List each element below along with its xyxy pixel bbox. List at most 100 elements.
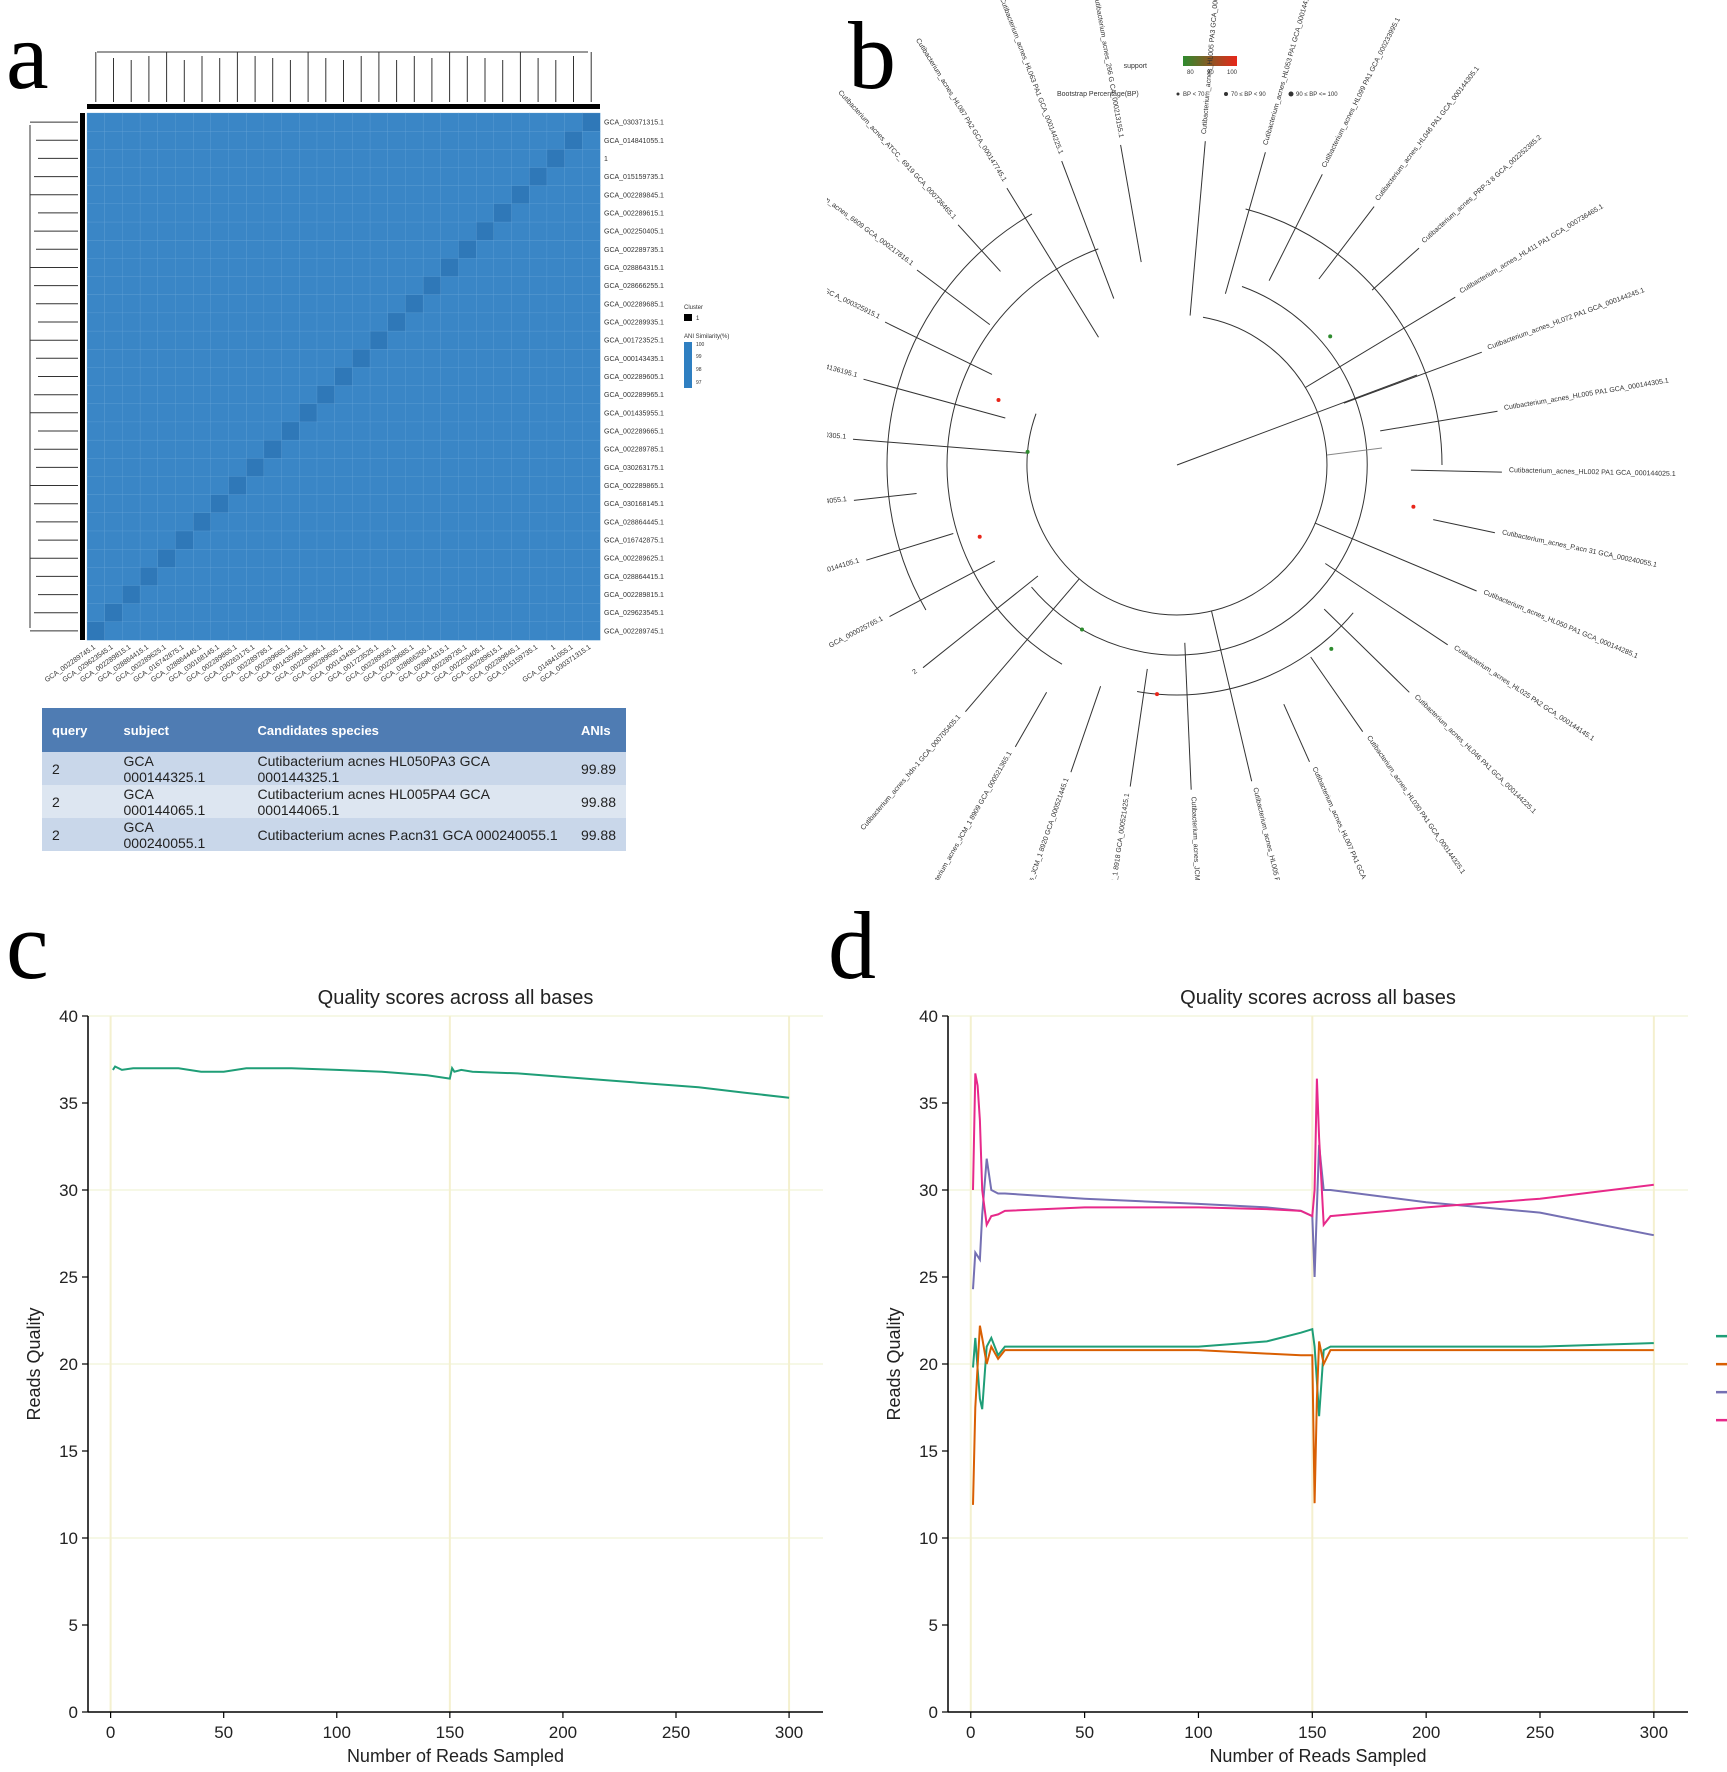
heatmap-cell — [352, 240, 371, 259]
heatmap-cell — [246, 149, 265, 168]
tree-branch — [1070, 686, 1102, 773]
heatmap-cell — [387, 367, 406, 386]
heatmap-cell — [157, 621, 176, 641]
heatmap-cell — [511, 385, 530, 405]
heatmap-cell — [546, 494, 565, 514]
heatmap-cell — [281, 585, 300, 604]
heatmap-cell — [511, 349, 530, 368]
y-tick-label: 5 — [929, 1616, 938, 1635]
heatmap-cell — [369, 403, 389, 423]
heatmap-cell — [369, 276, 389, 296]
heatmap-cell — [122, 385, 141, 405]
heatmap-cell — [192, 548, 212, 568]
heatmap-cell — [299, 349, 318, 368]
heatmap-cell — [192, 240, 212, 259]
heatmap-cell — [334, 221, 353, 241]
heatmap-cell — [157, 494, 176, 514]
heatmap-cell — [122, 203, 141, 223]
heatmap-cell — [440, 221, 459, 241]
heatmap-cell — [104, 112, 123, 132]
heatmap-cell — [458, 603, 477, 623]
heatmap-cell — [440, 421, 459, 441]
heatmap-cell — [582, 312, 601, 332]
heatmap-cell — [422, 603, 442, 623]
heatmap-cell — [210, 494, 229, 514]
heatmap-cell — [369, 512, 389, 532]
heatmap-cell — [316, 439, 336, 459]
support-node — [1328, 334, 1333, 339]
heatmap-cell — [334, 276, 353, 296]
heatmap-cell — [440, 548, 459, 568]
support-tick-100: 100 — [1227, 70, 1238, 76]
row-label: GCA_002250405.1 — [604, 229, 664, 236]
heatmap-cell — [582, 494, 601, 514]
tree-leaf-label: Cutibacterium_acnes_P.acn 31 GCA_0002400… — [1501, 529, 1657, 569]
heatmap-cell — [476, 294, 495, 314]
heatmap-cell — [387, 330, 406, 350]
similarity-legend-bar — [684, 342, 692, 388]
heatmap-cell — [405, 221, 424, 241]
table-row: 2 GCA 000240055.1 Cutibacterium acnes P.… — [42, 818, 626, 851]
heatmap-cell — [86, 276, 106, 296]
heatmap-cell — [228, 312, 247, 332]
heatmap-cell — [440, 185, 459, 205]
heatmap-cell — [546, 530, 565, 550]
heatmap-cell — [564, 112, 583, 132]
heatmap-cell — [157, 458, 176, 477]
tree-branch — [863, 378, 1006, 419]
heatmap-cell — [352, 548, 371, 568]
heatmap-cell — [334, 294, 353, 314]
heatmap-cell — [281, 476, 300, 495]
heatmap-cell — [564, 240, 583, 259]
heatmap-cell — [352, 112, 371, 132]
heatmap-cell — [263, 567, 282, 586]
column-dendrogram — [95, 51, 592, 102]
heatmap-cell — [263, 167, 282, 187]
heatmap-cell — [493, 439, 512, 459]
heatmap-cell — [440, 276, 459, 296]
x-tick-label: 50 — [214, 1723, 233, 1742]
heatmap-cell — [139, 494, 159, 514]
heatmap-cell — [546, 476, 565, 495]
heatmap-cell — [228, 185, 247, 205]
heatmap-cell — [369, 330, 389, 350]
panel-letter-c: c — [6, 892, 49, 999]
heatmap-cell — [104, 476, 123, 495]
heatmap-cell — [334, 385, 353, 405]
heatmap-cell — [546, 131, 565, 150]
heatmap-cell — [86, 112, 106, 132]
tree-leaf-label: Cutibacterium_acnes_HL005 PA4 GCA_000144… — [1251, 787, 1296, 880]
y-tick-label: 30 — [59, 1181, 78, 1200]
tree-leaf-label: Cutibacterium_acnes_HL072 PA1 GCA_000144… — [1487, 287, 1646, 351]
heatmap-cell — [511, 167, 530, 187]
heatmap-cell — [564, 349, 583, 368]
tree-branch — [1184, 642, 1192, 790]
series-line-A — [972, 1327, 1654, 1417]
support-node — [1080, 627, 1084, 632]
heatmap-cell — [86, 403, 106, 423]
heatmap-cell — [387, 458, 406, 477]
heatmap-cell — [86, 603, 106, 623]
heatmap-cell — [281, 421, 300, 441]
heatmap-cell — [546, 112, 565, 132]
heatmap-cell — [564, 567, 583, 586]
heatmap-cell — [86, 385, 106, 405]
heatmap-cell — [246, 403, 265, 423]
heatmap-cell — [104, 167, 123, 187]
heatmap-cell — [86, 421, 106, 441]
heatmap-cell — [476, 221, 495, 241]
heatmap-cell — [422, 221, 442, 241]
heatmap-cell — [175, 330, 194, 350]
heatmap-cell — [86, 203, 106, 223]
x-tick-label: 150 — [1298, 1723, 1326, 1742]
heatmap-cell — [157, 349, 176, 368]
cell-species: Cutibacterium acnes HL050PA3 GCA 0001443… — [247, 752, 571, 785]
tree-leaf-label: Cutibacterium_acnes_ATCC_ 6919 GCA_00303… — [827, 420, 846, 440]
tree-branch — [853, 493, 917, 501]
tree-leaf-label: Cutibacterium_acnes_HL007 PA1 GCA_000144… — [1311, 766, 1386, 880]
heatmap-cell — [493, 276, 512, 296]
heatmap-cell — [511, 439, 530, 459]
heatmap-cell — [529, 367, 548, 386]
heatmap-cell — [529, 294, 548, 314]
heatmap-cell — [228, 276, 247, 296]
